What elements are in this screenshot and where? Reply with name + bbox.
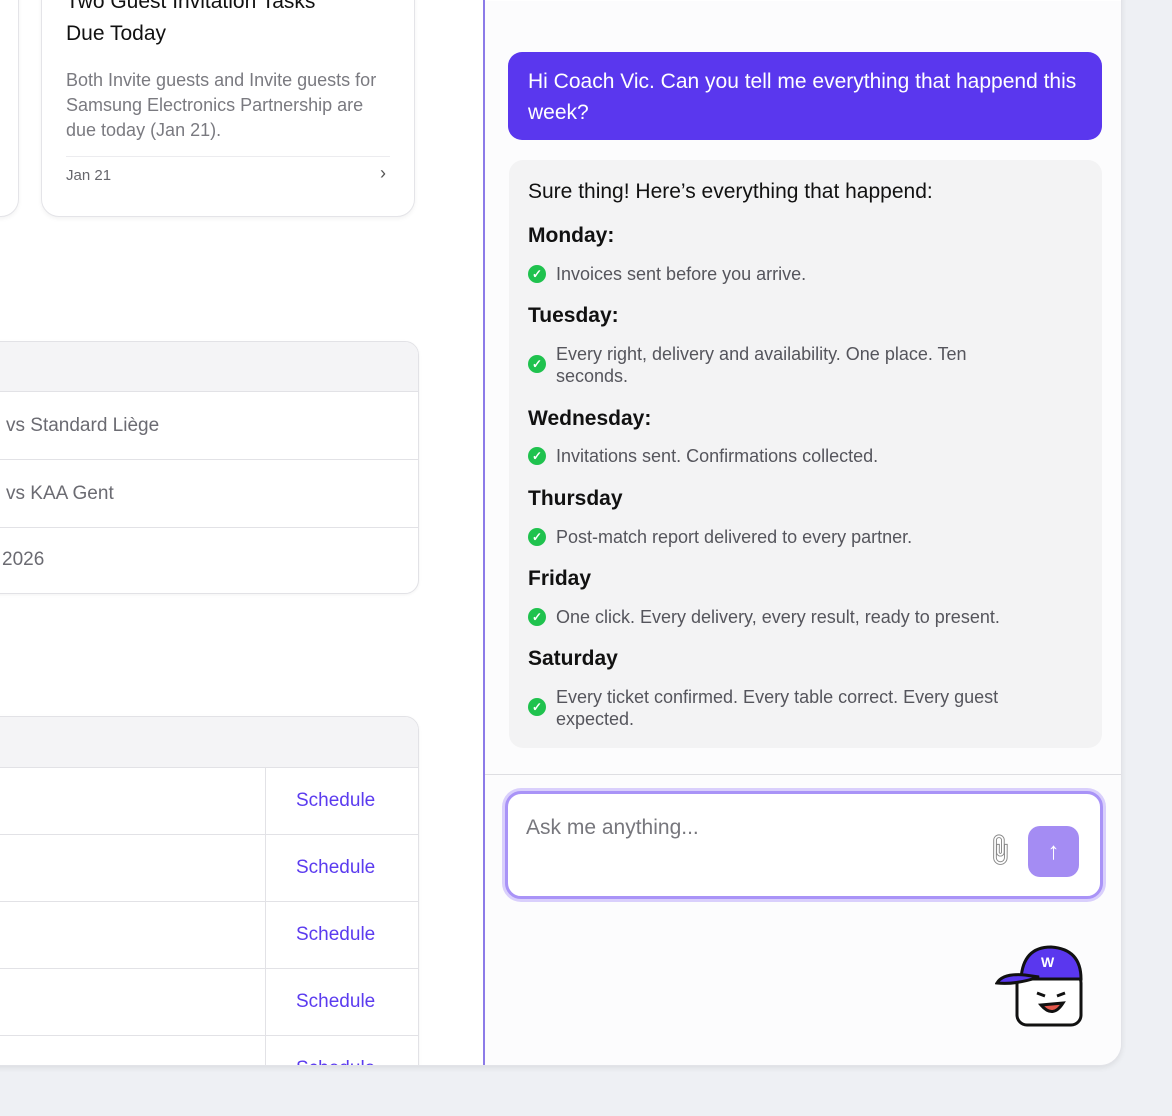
table-header [0, 717, 418, 768]
day-heading: Wednesday: [528, 407, 652, 430]
check-circle-icon: ✓ [528, 355, 546, 373]
task-card[interactable]: Two Guest Invitation Tasks Due Today Bot… [41, 0, 415, 217]
dashboard-panel: Two Guest Invitation Tasks Due Today Bot… [0, 0, 463, 1065]
table-row: Schedule [0, 1036, 418, 1065]
day-heading: Saturday [528, 647, 618, 670]
panel-divider[interactable] [483, 0, 485, 1065]
check-circle-icon: ✓ [528, 698, 546, 716]
day-item: ✓ Invoices sent before you arrive. [528, 263, 1048, 285]
day-item: ✓ One click. Every delivery, every result… [528, 606, 1068, 628]
check-circle-icon: ✓ [528, 528, 546, 546]
app-window: Two Guest Invitation Tasks Due Today Bot… [0, 0, 1122, 1066]
day-heading: Thursday [528, 487, 623, 510]
check-circle-icon: ✓ [528, 447, 546, 465]
day-item: ✓ Post-match report delivered to every pa… [528, 526, 1048, 548]
day-heading: Friday [528, 567, 592, 590]
paperclip-icon[interactable]: 📎︎ [978, 830, 1020, 871]
schedule-link[interactable]: Schedule [296, 991, 376, 1012]
chat-input-placeholder: Ask me anything... [526, 816, 699, 839]
check-circle-icon: ✓ [528, 265, 546, 283]
input-divider [485, 774, 1121, 775]
send-button[interactable]: ↑ [1028, 826, 1079, 877]
assistant-message: Sure thing! Here’s everything that happe… [509, 160, 1102, 748]
match-name: 2026 [2, 549, 45, 570]
mascot-avatar[interactable]: W [995, 943, 1091, 1031]
match-name: vs Standard Liège [6, 415, 160, 436]
schedule-link[interactable]: Schedule [296, 924, 376, 945]
table-row: Schedule [0, 969, 418, 1036]
task-date: Jan 21 [66, 167, 112, 184]
table-row[interactable]: vs Standard Liège [0, 392, 418, 460]
day-item: ✓ Every ticket confirmed. Every table cor… [528, 686, 1048, 730]
day-item: ✓ Every right, delivery and availability.… [528, 343, 1028, 387]
task-description: Both Invite guests and Invite guests for… [66, 70, 377, 140]
day-heading: Monday: [528, 224, 615, 247]
check-circle-icon: ✓ [528, 608, 546, 626]
table-row: Schedule [0, 835, 418, 902]
arrow-up-icon: ↑ [1047, 838, 1060, 865]
mascot-logo: W [1041, 954, 1055, 970]
schedule-link[interactable]: Schedule [296, 790, 376, 811]
user-message: Hi Coach Vic. Can you tell me everything… [508, 52, 1102, 140]
match-name: vs KAA Gent [6, 483, 114, 504]
card-divider [66, 156, 390, 157]
chevron-right-icon[interactable]: › [380, 163, 386, 183]
table-header [0, 342, 418, 392]
schedule-table: Schedule Schedule Schedule Schedule Sche… [0, 716, 419, 1065]
table-row: Schedule [0, 902, 418, 969]
task-title-line2: Due Today [66, 22, 167, 45]
chat-panel: Hi Coach Vic. Can you tell me everything… [485, 1, 1121, 1065]
matches-table: vs Standard Liège vs KAA Gent 2026 [0, 341, 419, 594]
table-row[interactable]: vs KAA Gent [0, 460, 418, 528]
day-item: ✓ Invitations sent. Confirmations collect… [528, 445, 1048, 467]
table-row: Schedule [0, 768, 418, 835]
schedule-link[interactable]: Schedule [296, 1058, 375, 1065]
chat-input[interactable]: Ask me anything... 📎︎ ↑ [505, 791, 1103, 899]
assistant-intro: Sure thing! Here’s everything that happe… [528, 180, 933, 203]
schedule-link[interactable]: Schedule [296, 857, 376, 878]
day-heading: Tuesday: [528, 304, 619, 327]
task-title-line1: Two Guest Invitation Tasks [66, 0, 316, 13]
task-card-previous[interactable] [0, 0, 19, 217]
table-row[interactable]: 2026 [0, 528, 418, 593]
